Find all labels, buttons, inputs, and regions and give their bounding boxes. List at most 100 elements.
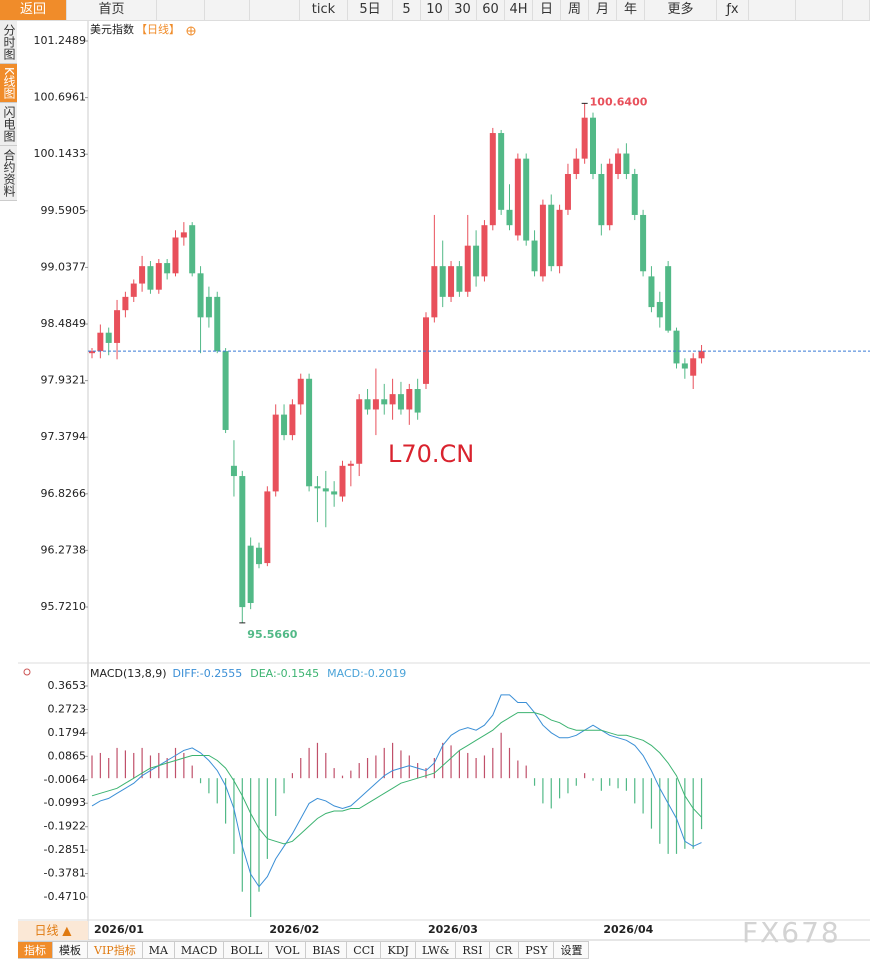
y-tick-label: 97.3794 [41,430,87,443]
candle-body [531,240,538,272]
candle-body [247,545,254,604]
bottom-tab[interactable]: CCI [347,941,382,959]
bottom-tab[interactable]: MACD [174,941,225,959]
candle-body [464,245,471,292]
toolbar-button[interactable]: 日 [533,0,561,20]
bottom-tab[interactable]: RSI [456,941,490,959]
candle-body [606,163,613,226]
toolbar-button[interactable]: 年 [617,0,645,20]
bottom-tab[interactable]: PSY [519,941,555,959]
toolbar-button[interactable]: tick [300,0,348,20]
y-tick-label: 0.2723 [48,702,87,715]
toolbar-button[interactable]: 月 [589,0,617,20]
bottom-tab[interactable]: KDJ [381,941,416,959]
candle-body [281,414,288,436]
candle-body [356,399,363,464]
candle-body [97,332,104,352]
candle-body [147,266,154,290]
candle-body [514,158,521,236]
toolbar-icon[interactable] [145,0,205,20]
candle-body [155,263,162,290]
candle-body [414,389,421,413]
candle-body [556,209,563,267]
bottom-tab[interactable]: 设置 [554,941,590,959]
candle-body [197,273,204,318]
side-tab[interactable]: K线图 [0,64,17,103]
candle-body [581,117,588,159]
x-tick-label: 2026/01 [94,923,144,936]
toolbar-button[interactable]: 30 [449,0,477,20]
x-tick-label: 2026/03 [428,923,478,936]
candle-body [423,317,429,384]
candle-body [615,153,622,174]
bottom-tab[interactable]: 指标 [18,941,53,959]
toolbar-icon[interactable] [749,0,796,20]
y-tick-label: -0.4710 [44,890,86,903]
toolbar-icon[interactable] [843,0,870,20]
period-tab-bg[interactable] [18,921,88,940]
toolbar-icon[interactable] [205,0,250,20]
bottom-tab[interactable]: MA [142,941,175,959]
toolbar-icon[interactable] [250,0,300,20]
toolbar-button[interactable]: 返回 [0,0,67,20]
y-tick-label: 100.1433 [34,147,87,160]
side-tab[interactable]: 分时图 [0,21,17,64]
y-tick-label: 96.2738 [41,543,87,556]
candle-body [272,414,279,492]
candle-body [105,332,112,343]
candle-body [406,389,413,410]
y-tick-label: 95.7210 [41,600,87,613]
chart-subtitle: 【日线】 [136,22,180,36]
candle-body [314,486,321,489]
y-tick-label: 99.0377 [41,260,87,273]
indicator-line [91,694,702,888]
bottom-tab[interactable]: BOLL [224,941,270,959]
toolbar-button[interactable]: 更多 [645,0,717,20]
candle-body [372,399,379,410]
bottom-tab[interactable]: VIP指标 [88,941,143,959]
toolbar-button[interactable]: 4H [505,0,533,20]
toolbar-button[interactable]: 60 [477,0,505,20]
candle-body [623,153,630,174]
side-tab[interactable]: 闪电图 [0,102,17,146]
candle-body [481,225,488,277]
period-tab[interactable]: 日线 ▲ [34,924,72,938]
candle-body [573,158,580,174]
candle-body [331,491,338,495]
candle-body [698,351,705,359]
bottom-tab[interactable]: BIAS [306,941,348,959]
toolbar-button[interactable]: 5 [393,0,421,20]
candle-body [264,491,271,564]
candle-body [381,399,388,405]
bottom-tab[interactable]: 模板 [53,941,88,959]
candle-body [297,378,304,405]
toolbar-button[interactable]: 5日 [348,0,393,20]
y-tick-label: 0.3653 [48,679,87,692]
toolbar-button[interactable]: 10 [421,0,449,20]
watermark: FX678 [742,916,841,949]
toolbar-icon[interactable] [796,0,843,20]
toolbar-button[interactable]: 周 [561,0,589,20]
toolbar-button[interactable]: ƒx [717,0,749,20]
candle-body [448,266,455,297]
candle-body [564,173,571,210]
side-tab[interactable]: 合约资料 [0,145,17,201]
candle-body [339,465,346,497]
bottom-tab[interactable]: VOL [269,941,307,959]
candle-body [431,266,438,318]
y-tick-label: 96.8266 [41,487,87,500]
candle-body [289,404,296,436]
candle-body [539,204,546,277]
y-tick-label: -0.1922 [44,820,86,833]
bottom-tab[interactable]: CR [489,941,520,959]
y-tick-label: -0.2851 [44,843,86,856]
settings-icon[interactable] [23,668,31,676]
candle-body [205,296,212,318]
indicator-title: MACD(13,8,9) [90,667,167,680]
toolbar-button[interactable]: 首页 [67,0,157,20]
candle-body [189,225,196,274]
bottom-tab[interactable]: LW& [415,941,457,959]
candle-body [347,463,354,466]
candle-body [456,266,463,292]
